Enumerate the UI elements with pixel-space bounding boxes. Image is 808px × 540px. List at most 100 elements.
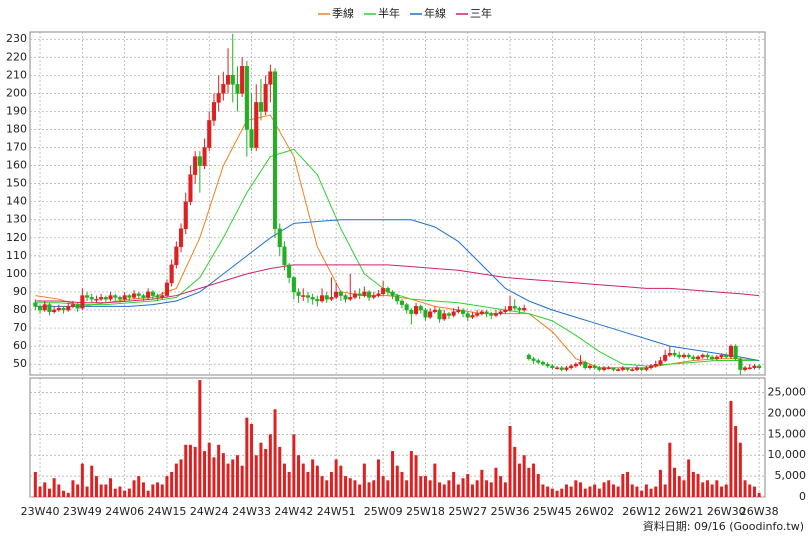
candle-body <box>681 354 687 358</box>
candle-body <box>226 75 231 85</box>
volume-bar <box>691 471 695 497</box>
volume-bar <box>583 488 587 497</box>
candle-body <box>193 156 198 175</box>
candle-body <box>743 367 748 370</box>
volume-bar <box>137 476 141 497</box>
y-tick-label: 230 <box>6 32 27 45</box>
volume-bar <box>99 484 103 497</box>
candle-body <box>517 307 522 311</box>
volume-bar <box>597 488 601 497</box>
volume-bar <box>677 476 681 497</box>
candle-body <box>334 291 339 298</box>
volume-bar <box>682 480 686 497</box>
candle-body <box>52 309 57 313</box>
volume-bar <box>250 423 254 497</box>
candle-body <box>414 306 419 314</box>
candle-body <box>235 84 240 94</box>
candle-body <box>489 313 494 316</box>
volume-bar <box>635 486 639 497</box>
volume-bar <box>687 459 691 497</box>
volume-bar <box>494 467 498 497</box>
candle-body <box>352 293 357 298</box>
volume-bar <box>461 478 465 497</box>
volume-bar <box>705 480 709 497</box>
volume-bar <box>588 486 592 497</box>
candle-body <box>587 365 593 369</box>
volume-bar <box>325 480 329 497</box>
volume-bar <box>414 455 418 497</box>
volume-bar <box>231 459 235 497</box>
volume-bar <box>85 486 89 497</box>
candle-body <box>653 363 658 367</box>
candle-body <box>724 354 729 358</box>
candle-body <box>127 295 132 298</box>
y2-tick-label: 5,000 <box>775 469 807 482</box>
candle-body <box>362 291 367 296</box>
candle-body <box>437 309 442 320</box>
candle-body <box>150 291 155 296</box>
volume-bar <box>38 486 42 497</box>
volume-bar <box>673 467 677 497</box>
volume-bar <box>480 469 484 497</box>
volume-bar <box>259 442 263 497</box>
candle-body <box>620 367 625 370</box>
legend-label: 半年 <box>378 6 400 20</box>
volume-bar <box>80 463 84 497</box>
y-tick-label: 210 <box>6 68 27 81</box>
volume-bar <box>306 471 310 497</box>
candle-body <box>146 291 151 298</box>
candle-body <box>493 313 498 316</box>
candle-body <box>56 307 61 311</box>
volume-bar <box>522 455 526 497</box>
candle-body <box>545 363 550 367</box>
candle-body <box>475 313 480 316</box>
candle-body <box>747 367 752 370</box>
y-tick-label: 50 <box>13 357 27 370</box>
volume-bar <box>217 444 221 497</box>
volume-bar <box>555 490 559 497</box>
volume-bar <box>174 463 178 497</box>
candle-body <box>85 295 90 298</box>
candle-body <box>108 295 113 300</box>
candle-body <box>268 71 273 85</box>
volume-bar <box>710 484 714 497</box>
volume-bar <box>282 463 286 497</box>
candle-body <box>498 311 503 314</box>
volume-bar <box>301 463 305 497</box>
volume-bar <box>395 465 399 497</box>
volume-bar <box>353 480 357 497</box>
volume-bar <box>607 480 611 497</box>
candle-body <box>503 309 508 313</box>
volume-bar <box>311 459 315 497</box>
candle-body <box>122 295 127 300</box>
volume-bar <box>47 488 51 497</box>
candle-body <box>611 367 616 370</box>
candle-body <box>696 356 701 360</box>
candle-body <box>70 304 76 307</box>
candle-body <box>164 282 169 296</box>
volume-bar <box>358 484 362 497</box>
candle-body <box>536 360 541 363</box>
volume-bar <box>235 455 239 497</box>
x-tick-label: 26W30 <box>707 505 746 518</box>
candle-body <box>305 295 310 298</box>
volume-bar <box>428 480 432 497</box>
y-tick-label: 120 <box>6 231 27 244</box>
candle-body <box>446 313 451 316</box>
volume-bar <box>541 484 545 497</box>
candle-body <box>216 93 221 103</box>
volume-bar <box>489 482 493 497</box>
candle-body <box>395 295 400 302</box>
volume-bar <box>503 482 507 497</box>
candle-body <box>658 360 663 365</box>
candle-body <box>649 365 654 369</box>
candle-body <box>141 295 146 298</box>
candle-body <box>686 354 691 358</box>
volume-bar <box>423 476 427 497</box>
candle-body <box>597 367 602 370</box>
volume-bar <box>273 409 277 497</box>
candle-body <box>733 345 738 360</box>
candle-body <box>132 293 137 298</box>
volume-bar <box>621 474 625 497</box>
volume-bar <box>400 471 404 497</box>
